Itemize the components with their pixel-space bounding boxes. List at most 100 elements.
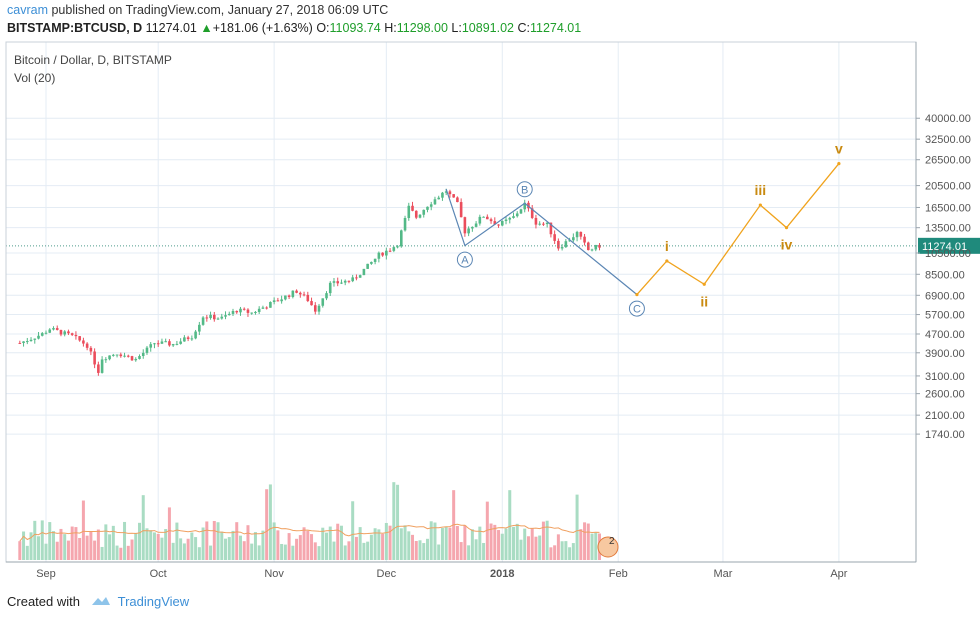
volume-bar	[538, 535, 542, 560]
volume-bar	[497, 530, 501, 560]
candle-body	[52, 328, 55, 330]
candle-body	[560, 247, 564, 249]
volume-bar	[512, 526, 515, 560]
candle-body	[493, 221, 497, 225]
publisher-link[interactable]: cavram	[7, 3, 48, 17]
wave-point	[784, 226, 789, 230]
candle-body	[112, 354, 115, 356]
candle-body	[134, 358, 138, 361]
abc-label: C	[633, 304, 641, 316]
last-price-badge	[918, 237, 980, 254]
candle-body	[519, 209, 523, 214]
volume-bar	[526, 536, 530, 560]
wave-label: v	[835, 141, 843, 157]
low-label: L:	[451, 21, 462, 35]
candle-body	[265, 307, 268, 309]
y-tick-label: 3900.00	[925, 348, 965, 360]
volume-bar	[553, 545, 557, 560]
volume-bar	[418, 540, 422, 560]
volume-bar	[280, 543, 284, 560]
volume-bar	[358, 527, 362, 560]
volume-bar	[179, 538, 183, 560]
wave-path	[636, 163, 840, 296]
volume-bar	[85, 535, 89, 560]
volume-bar	[22, 531, 26, 560]
volume-bar	[369, 534, 373, 560]
candle-body	[355, 277, 358, 279]
volume-bar	[504, 528, 508, 560]
tradingview-link[interactable]: TradingView	[117, 594, 190, 609]
tradingview-logo-icon	[90, 595, 112, 610]
volume-bar	[429, 521, 433, 560]
candle-body	[530, 208, 534, 218]
candle-body	[373, 258, 377, 262]
volume-bar	[560, 541, 564, 560]
candle-body	[579, 231, 583, 237]
volume-bar	[220, 531, 224, 560]
y-tick-label: 10500.00	[925, 248, 971, 260]
price-change: +181.06 (+1.63%)	[212, 21, 313, 35]
close-label: C:	[517, 21, 530, 35]
y-tick-label: 2600.00	[925, 389, 965, 401]
candle-body	[377, 252, 381, 259]
candle-body	[340, 282, 343, 284]
candle-body	[347, 280, 351, 282]
candle-body	[388, 250, 392, 252]
candles	[18, 188, 601, 376]
candle-body	[257, 308, 261, 312]
candle-body	[269, 302, 272, 308]
candle-body	[179, 341, 182, 344]
candle-body	[156, 343, 160, 345]
candle-body	[78, 336, 81, 341]
volume-bar	[66, 540, 70, 560]
candle-body	[433, 199, 437, 205]
candle-body	[594, 244, 598, 250]
y-tick-label: 32500.00	[925, 134, 971, 146]
candle-body	[194, 331, 197, 339]
candle-body	[343, 280, 347, 283]
volume-bar	[149, 530, 153, 560]
volume-bar	[123, 521, 127, 560]
symbol-label: BITSTAMP:BTCUSD, D	[7, 21, 143, 35]
volume-bar	[138, 522, 141, 560]
candle-body	[37, 335, 40, 339]
volume-bar	[523, 528, 527, 560]
candle-body	[321, 298, 325, 306]
flag-icon[interactable]: 2	[597, 536, 619, 558]
candle-body	[70, 333, 74, 335]
candle-body	[515, 213, 519, 217]
candle-body	[276, 300, 280, 302]
y-tick-label: 6900.00	[925, 290, 965, 302]
candle-body	[29, 339, 33, 342]
candle-body	[411, 205, 414, 211]
volume-bar	[403, 525, 407, 560]
candle-body	[310, 301, 313, 306]
volume-bar	[291, 545, 295, 560]
candle-body	[444, 191, 448, 193]
x-tick-label: Mar	[713, 568, 732, 580]
candle-body	[295, 290, 298, 293]
candle-body	[82, 340, 85, 344]
volume-bar	[343, 545, 347, 560]
volume-bar	[437, 544, 441, 560]
abc-label: B	[521, 184, 528, 196]
volume-bar	[590, 533, 594, 560]
candle-body	[456, 197, 459, 203]
volume-bar	[336, 523, 340, 560]
volume-bar	[96, 529, 100, 560]
volume-bar	[455, 525, 459, 560]
candle-body	[414, 210, 418, 218]
candle-body	[97, 364, 100, 373]
candle-body	[160, 341, 164, 344]
volume-bar	[381, 533, 385, 560]
candle-body	[478, 216, 482, 224]
candle-body	[235, 310, 239, 313]
y-tick-label: 26500.00	[925, 155, 971, 167]
wave-point	[635, 292, 639, 297]
publish-info: cavram published on TradingView.com, Jan…	[7, 3, 388, 17]
volume-bar	[325, 532, 328, 560]
candle-body	[583, 236, 586, 243]
volume-bar	[568, 547, 572, 560]
